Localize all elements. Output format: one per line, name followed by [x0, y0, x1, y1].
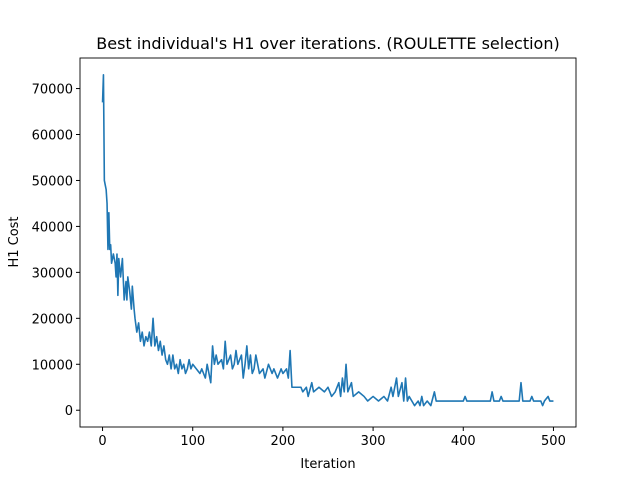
x-axis-label: Iteration — [300, 457, 355, 472]
chart-title: Best individual's H1 over iterations. (R… — [96, 34, 559, 53]
y-tick-label: 40000 — [32, 220, 73, 235]
y-tick-label: 30000 — [32, 266, 73, 281]
y-tick-label: 60000 — [32, 129, 73, 144]
x-tick-label: 200 — [270, 434, 295, 449]
y-tick-label: 70000 — [32, 83, 73, 98]
y-tick-label: 50000 — [32, 174, 73, 189]
x-tick-label: 0 — [98, 434, 106, 449]
y-tick-label: 10000 — [32, 358, 73, 373]
series-line — [101, 73, 554, 407]
y-tick-label: 20000 — [32, 312, 73, 327]
y-tick-label: 0 — [65, 404, 73, 419]
x-tick-label: 100 — [180, 434, 205, 449]
x-tick-label: 400 — [451, 434, 476, 449]
plot-frame — [79, 57, 577, 428]
x-tick-label: 500 — [541, 434, 566, 449]
y-axis-label: H1 Cost — [7, 216, 22, 267]
x-tick-label: 300 — [361, 434, 386, 449]
